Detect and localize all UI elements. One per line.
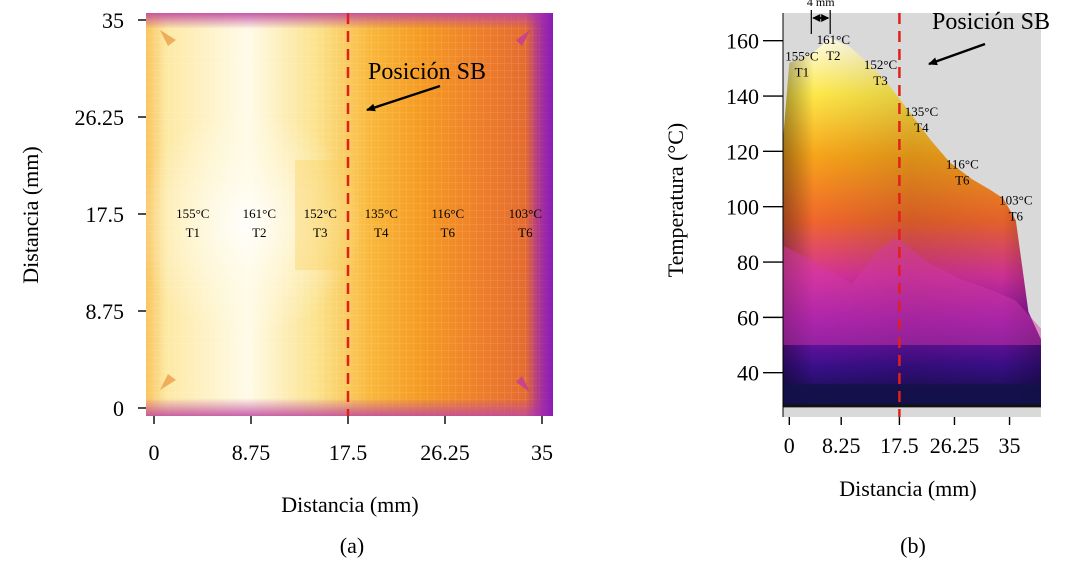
panel-b-x-tick-label: 17.5: [880, 433, 919, 458]
panel-b-point-label: 103°CT6: [999, 192, 1032, 223]
panel-a-point-label: 152°C T3: [304, 206, 337, 240]
panel-b-reference-arrow: [928, 42, 986, 66]
panel-b-point-name: T4: [914, 120, 929, 135]
panel-a-point-value: 161°C: [243, 206, 276, 221]
panel-b-point-name: T2: [826, 48, 840, 63]
panel-b-label: (b): [900, 533, 926, 558]
panel-a-y-tick-label: 35: [102, 8, 124, 33]
panel-a-point-value: 116°C: [431, 206, 464, 221]
panel-a-point-label: 135°C T4: [365, 206, 398, 240]
panel-b-surface-base: [783, 383, 1041, 406]
panel-a-point-value: 103°C: [509, 206, 542, 221]
panel-b-point-value: 152°C: [864, 57, 897, 72]
panel-a-x-axis-label: Distancia (mm): [281, 492, 418, 517]
panel-b-x-tick-label: 26.25: [930, 433, 980, 458]
panel-b-y-tick-label: 120: [726, 139, 759, 164]
panel-a-point-label: 103°C T6: [509, 206, 542, 240]
panel-a-reference-label: Posición SB: [368, 59, 486, 85]
panel-a-y-tick-label: 26.25: [75, 105, 125, 130]
panel-b-surface-ridge: [783, 237, 1041, 346]
panel-b-point-value: 103°C: [999, 192, 1032, 207]
panel-b-reference-label: Posición SB: [932, 9, 1050, 35]
panel-b-y-tick-label: 140: [726, 84, 759, 109]
panel-a-point-name: T6: [518, 225, 533, 240]
panel-b-y-tick-label: 80: [737, 250, 759, 275]
panel-a-x-tick-label: 26.25: [420, 440, 470, 465]
panel-a-y-tick-label: 8.75: [86, 299, 125, 324]
panel-b-point-name: T6: [955, 172, 970, 187]
panel-a-label: (a): [340, 533, 364, 558]
panel-a-point-name: T2: [252, 225, 266, 240]
panel-b-annotations: 155°CT1161°CT2152°CT3135°CT4116°CT6103°C…: [785, 0, 1050, 417]
panel-b-point-label: 155°CT1: [785, 49, 818, 80]
panel-b-point-value: 155°C: [785, 49, 818, 64]
panel-a-point-label: 116°C T6: [431, 206, 464, 240]
panel-a-x-tick-label: 17.5: [329, 440, 368, 465]
panel-b-point-label: 135°CT4: [905, 104, 938, 135]
panel-b-y-tick-label: 60: [737, 305, 759, 330]
panel-a-annotations: 155°CT1161°CT2152°CT3135°CT4116°CT6103°C…: [176, 13, 542, 416]
panel-b-y-axis-label: Temperatura (°C): [663, 123, 688, 277]
panel-a-point-label: 161°C T2: [243, 206, 276, 240]
panel-b: 40 60 80 100 120 140 160 0 8.25 17.5 26.25 35 155°C…: [663, 0, 1050, 558]
panel-b-surface: [783, 37, 1041, 408]
panel-a-axes: 0 8.75 17.5 26.25 35 0 8.75 17.5 26.25 35: [75, 8, 554, 465]
panel-a-point-name: T1: [186, 225, 200, 240]
panel-a-x-tick-label: 8.75: [232, 440, 271, 465]
panel-b-x-tick-label: 8.25: [822, 433, 861, 458]
panel-b-y-tick-label: 160: [726, 29, 759, 54]
panel-a: 0 8.75 17.5 26.25 35 0 8.75 17.5 26.25 35 155°C T1…: [18, 8, 553, 558]
panel-b-dimension-label: 4 mm: [807, 0, 835, 9]
panel-b-x-tick-label: 0: [784, 433, 795, 458]
panel-b-x-tick-label: 35: [999, 433, 1021, 458]
panel-b-point-name: T6: [1009, 208, 1024, 223]
panel-a-y-tick-label: 0: [113, 396, 124, 421]
panel-b-point-name: T3: [873, 73, 887, 88]
heatmap-image: [146, 13, 553, 416]
panel-b-point-label: 161°CT2: [817, 32, 850, 63]
panel-b-surface-shading: [783, 37, 1041, 406]
panel-a-x-tick-label: 35: [531, 440, 553, 465]
panel-a-reference-arrow: [366, 84, 441, 112]
panel-a-point-value: 155°C: [176, 206, 209, 221]
panel-b-axes: 40 60 80 100 120 140 160 0 8.25 17.5 26.25 35: [726, 13, 1021, 458]
panel-a-point-value: 152°C: [304, 206, 337, 221]
panel-b-point-name: T1: [795, 65, 809, 80]
panel-a-point-name: T3: [313, 225, 327, 240]
panel-b-point-label: 116°CT6: [946, 156, 979, 187]
panel-b-point-value: 135°C: [905, 104, 938, 119]
panel-a-point-label: 155°C T1: [176, 206, 209, 240]
panel-a-point-name: T4: [374, 225, 389, 240]
panel-b-point-value: 161°C: [817, 32, 850, 47]
panel-a-point-name: T6: [441, 225, 456, 240]
panel-a-y-tick-label: 17.5: [86, 202, 125, 227]
panel-a-x-tick-label: 0: [149, 440, 160, 465]
panel-a-y-axis-label: Distancia (mm): [18, 146, 43, 283]
panel-a-point-value: 135°C: [365, 206, 398, 221]
panel-b-point-label: 152°CT3: [864, 57, 897, 88]
panel-b-x-axis-label: Distancia (mm): [839, 476, 976, 501]
panel-b-point-value: 116°C: [946, 156, 979, 171]
panel-b-y-tick-label: 40: [737, 361, 759, 386]
panel-b-y-tick-label: 100: [726, 195, 759, 220]
